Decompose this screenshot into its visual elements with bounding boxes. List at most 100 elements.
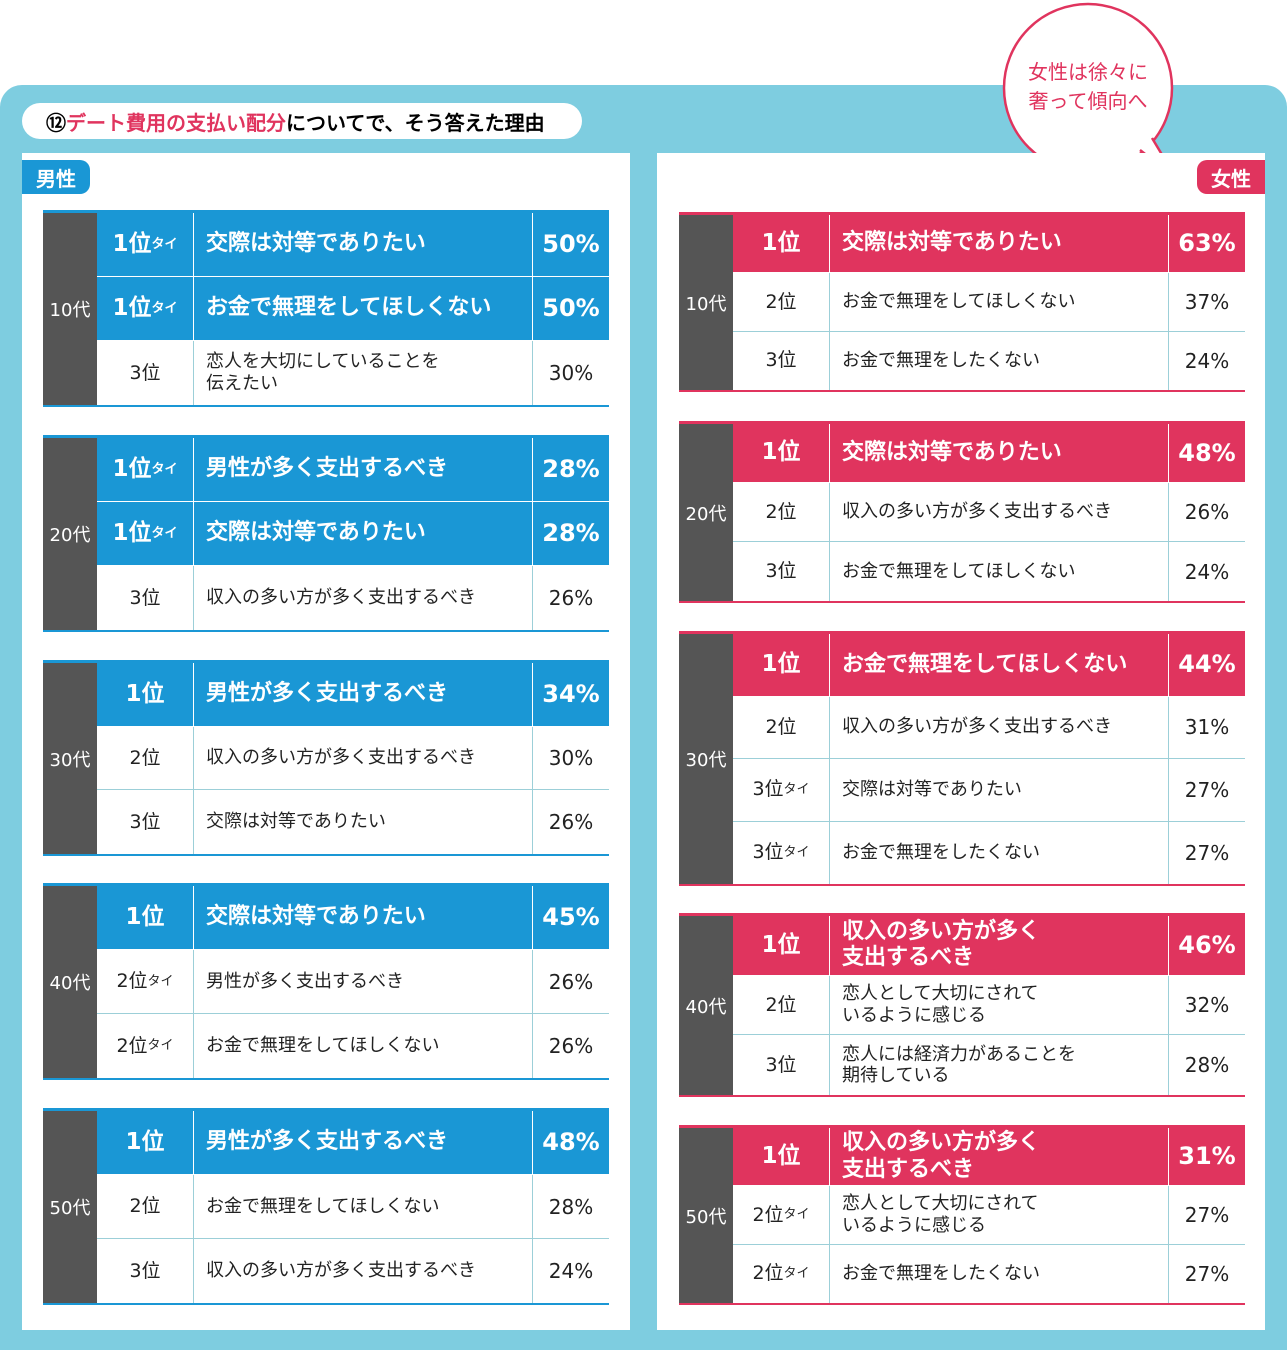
rank: 3位 タイ <box>733 821 830 884</box>
percent: 28% <box>542 455 600 484</box>
rank-text: 2位 <box>116 970 148 993</box>
rank-row: 2位 恋人として大切にされて いるように感じる 32% <box>733 975 1245 1036</box>
rank-text: 1位 <box>761 650 801 677</box>
rank-text: 2位 <box>765 500 797 523</box>
title-number: ⑫ <box>46 110 66 135</box>
rank-row: 2位 収入の多い方が多く支出するべき 30% <box>97 726 609 791</box>
rank-group: 40代 1位 交際は対等でありたい 45% 2位 タイ 男性が多く支出するべき 26% 2位 タイ… <box>43 883 609 1080</box>
rank-text: 2位 <box>752 1203 784 1226</box>
rank-row: 3位 お金で無理をしたくない 24% <box>733 331 1245 390</box>
percent: 27% <box>1184 840 1230 865</box>
reason: 収入の多い方が多く支出するべき <box>194 1239 533 1303</box>
reason: 収入の多い方が多く支出するべき <box>194 566 533 630</box>
rank-text: 3位 <box>129 810 161 833</box>
reason: 収入の多い方が多く支出するべき <box>194 726 533 790</box>
rank-row: 2位 お金で無理をしてほしくない 37% <box>733 273 1245 332</box>
rank-group: 10代 1位 交際は対等でありたい 63% 2位 お金で無理をしてほしくない 37% 3位 お金… <box>679 212 1245 392</box>
reason: お金で無理をしてほしくない <box>830 273 1169 331</box>
percent: 34% <box>542 679 600 708</box>
reason: お金で無理をしてほしくない <box>830 542 1169 601</box>
rank: 2位 タイ <box>97 950 194 1013</box>
rank: 2位 タイ <box>733 1186 830 1244</box>
percent: 37% <box>1184 289 1230 314</box>
age-label: 50代 <box>43 1111 97 1303</box>
rank: 2位 タイ <box>733 1244 830 1303</box>
reason: 収入の多い方が多く 支出するべき <box>830 916 1169 975</box>
rank-row: 2位 タイ 男性が多く支出するべき 26% <box>97 950 609 1014</box>
rank: 3位 <box>97 790 194 854</box>
reason: お金で無理をしてほしくない <box>830 634 1169 696</box>
rank-row: 1位 男性が多く支出するべき 34% <box>97 663 609 727</box>
rank-row: 1位 お金で無理をしてほしくない 44% <box>733 634 1245 697</box>
rank-row: 1位 タイ 交際は対等でありたい 50% <box>97 213 609 277</box>
tie-label: タイ <box>151 236 178 252</box>
rank-row: 2位 タイ お金で無理をしたくない 27% <box>733 1244 1245 1303</box>
rank-group: 50代 1位 収入の多い方が多く 支出するべき 31% 2位 タイ 恋人として大切にされて … <box>679 1125 1245 1305</box>
reason: お金で無理をしたくない <box>830 331 1169 390</box>
rank-row: 1位 交際は対等でありたい 45% <box>97 886 609 950</box>
rank: 1位 タイ <box>97 277 194 340</box>
reason: 男性が多く支出するべき <box>194 950 533 1013</box>
percent: 50% <box>542 294 600 323</box>
percent: 32% <box>1184 992 1230 1017</box>
rank-row: 3位 収入の多い方が多く支出するべき 26% <box>97 566 609 630</box>
percent: 63% <box>1178 229 1236 258</box>
rank: 1位 <box>733 215 830 273</box>
percent: 45% <box>542 903 600 932</box>
reason: 収入の多い方が多く支出するべき <box>830 483 1169 541</box>
rank-row: 1位 男性が多く支出するべき 48% <box>97 1111 609 1175</box>
percent: 50% <box>542 230 600 259</box>
percent: 30% <box>548 745 594 770</box>
rank-row: 1位 交際は対等でありたい 48% <box>733 424 1245 483</box>
tie-label: タイ <box>151 461 178 477</box>
rank-text: 3位 <box>752 778 784 801</box>
tie-label: タイ <box>783 844 810 860</box>
age-label: 30代 <box>43 663 97 854</box>
rank: 2位 <box>97 726 194 790</box>
reason: 交際は対等でありたい <box>830 424 1169 482</box>
reason: お金で無理をしてほしくない <box>194 1175 533 1238</box>
percent: 44% <box>1178 650 1236 679</box>
rank: 3位 <box>733 331 830 390</box>
reason: お金で無理をしてほしくない <box>194 277 533 340</box>
reason: 収入の多い方が多く 支出するべき <box>830 1128 1169 1186</box>
rank: 3位 <box>733 542 830 601</box>
rank-row: 2位 お金で無理をしてほしくない 28% <box>97 1175 609 1239</box>
rank-text: 2位 <box>765 290 797 313</box>
title-pill: ⑫ デート費用の支払い配分 についてで、そう答えた理由 <box>22 103 582 139</box>
callout-text: 女性は徐々に 奢って傾向へ <box>1028 60 1148 113</box>
age-label: 40代 <box>679 916 733 1095</box>
percent: 48% <box>1178 438 1236 467</box>
age-label: 30代 <box>679 634 733 884</box>
rank: 1位 <box>97 663 194 726</box>
reason: 交際は対等でありたい <box>194 502 533 565</box>
rank-text: 3位 <box>129 361 161 384</box>
tie-label: タイ <box>783 1266 810 1282</box>
reason: お金で無理をしてほしくない <box>194 1014 533 1078</box>
rank-text: 3位 <box>765 560 797 583</box>
rank: 1位 <box>97 1111 194 1174</box>
rank-text: 1位 <box>761 439 801 466</box>
rank: 1位 タイ <box>97 438 194 501</box>
rank: 2位 タイ <box>97 1014 194 1078</box>
percent: 26% <box>548 1034 594 1058</box>
percent: 26% <box>548 969 594 994</box>
reason: 交際は対等でありたい <box>194 790 533 854</box>
rank: 1位 <box>733 634 830 696</box>
rank-text: 1位 <box>761 1142 801 1169</box>
rank: 2位 <box>733 696 830 758</box>
rank-row: 1位 収入の多い方が多く 支出するべき 46% <box>733 916 1245 976</box>
rank-row: 3位 収入の多い方が多く支出するべき 24% <box>97 1239 609 1303</box>
rank: 1位 タイ <box>97 213 194 276</box>
rank-text: 1位 <box>761 229 801 256</box>
rank-row: 1位 収入の多い方が多く 支出するべき 31% <box>733 1128 1245 1187</box>
rank-text: 2位 <box>752 1262 784 1285</box>
rank-text: 2位 <box>116 1034 148 1057</box>
rank-text: 2位 <box>129 1195 161 1218</box>
rank-text: 1位 <box>112 230 152 257</box>
reason: 男性が多く支出するべき <box>194 1111 533 1174</box>
rank-group: 20代 1位 タイ 男性が多く支出するべき 28% 1位 タイ 交際は対等でありたい 28% 3位… <box>43 435 609 632</box>
percent: 31% <box>1184 715 1230 740</box>
rank: 3位 <box>97 341 194 405</box>
